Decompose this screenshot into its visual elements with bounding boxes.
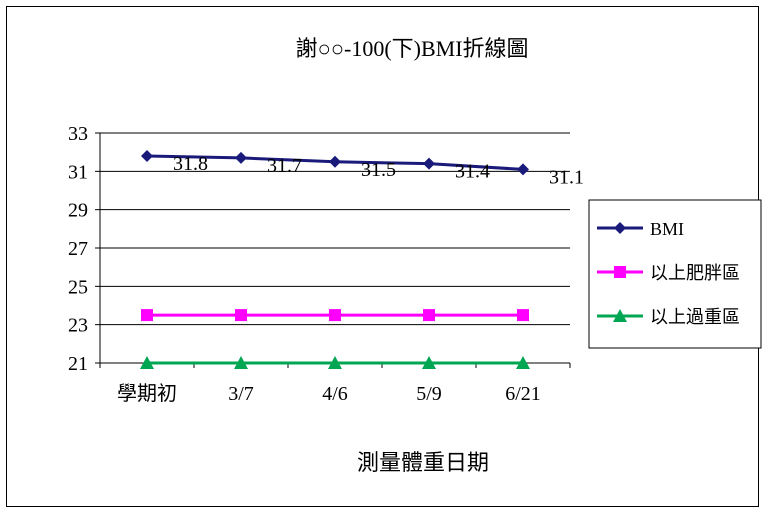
x-axis-ticks: 學期初 3/7 4/6 5/9 6/21 bbox=[117, 382, 541, 405]
data-point bbox=[516, 356, 530, 369]
x-tick-label: 3/7 bbox=[228, 383, 254, 405]
legend-marker bbox=[614, 222, 626, 234]
data-label: 31.1 bbox=[549, 166, 584, 188]
legend-label: 以上肥胖區 bbox=[650, 263, 740, 283]
legend-label: BMI bbox=[650, 219, 684, 239]
data-point bbox=[234, 356, 248, 369]
data-point bbox=[235, 151, 247, 164]
x-tick-label: 5/9 bbox=[416, 383, 442, 405]
chart-title: 謝○○-100(下)BMI折線圖 bbox=[295, 36, 528, 61]
data-labels: 31.8 31.7 31.5 31.4 31.1 bbox=[173, 153, 584, 188]
y-tick-label: 31 bbox=[68, 161, 88, 183]
y-tick-label: 33 bbox=[68, 123, 88, 145]
data-point bbox=[140, 356, 154, 369]
data-point bbox=[423, 309, 435, 322]
legend-label: 以上過重區 bbox=[650, 307, 740, 327]
y-tick-label: 23 bbox=[68, 315, 88, 337]
data-point bbox=[328, 356, 342, 369]
x-tick-label: 學期初 bbox=[117, 382, 177, 405]
y-tick-label: 25 bbox=[68, 276, 88, 298]
data-label: 31.7 bbox=[267, 155, 302, 177]
y-tick-label: 21 bbox=[68, 353, 88, 375]
data-point bbox=[235, 309, 247, 322]
data-point bbox=[517, 163, 529, 176]
data-label: 31.8 bbox=[173, 153, 208, 175]
data-point bbox=[141, 150, 153, 162]
x-axis-title: 測量體重日期 bbox=[357, 450, 489, 475]
data-point bbox=[517, 309, 529, 322]
y-tick-label: 29 bbox=[68, 200, 88, 222]
legend-marker bbox=[613, 309, 627, 322]
series-group bbox=[140, 150, 530, 369]
y-axis-ticks: 21 23 25 27 29 31 33 bbox=[68, 123, 88, 375]
legend-marker bbox=[614, 266, 626, 278]
y-tick-label: 27 bbox=[68, 238, 88, 260]
data-point bbox=[329, 155, 341, 168]
data-point bbox=[422, 356, 436, 369]
x-tick-label: 6/21 bbox=[505, 383, 541, 405]
data-label: 31.4 bbox=[455, 161, 490, 183]
x-tick-label: 4/6 bbox=[322, 383, 348, 405]
data-point bbox=[423, 157, 435, 170]
data-label: 31.5 bbox=[361, 159, 396, 181]
data-point bbox=[329, 309, 341, 322]
data-point bbox=[141, 309, 153, 322]
